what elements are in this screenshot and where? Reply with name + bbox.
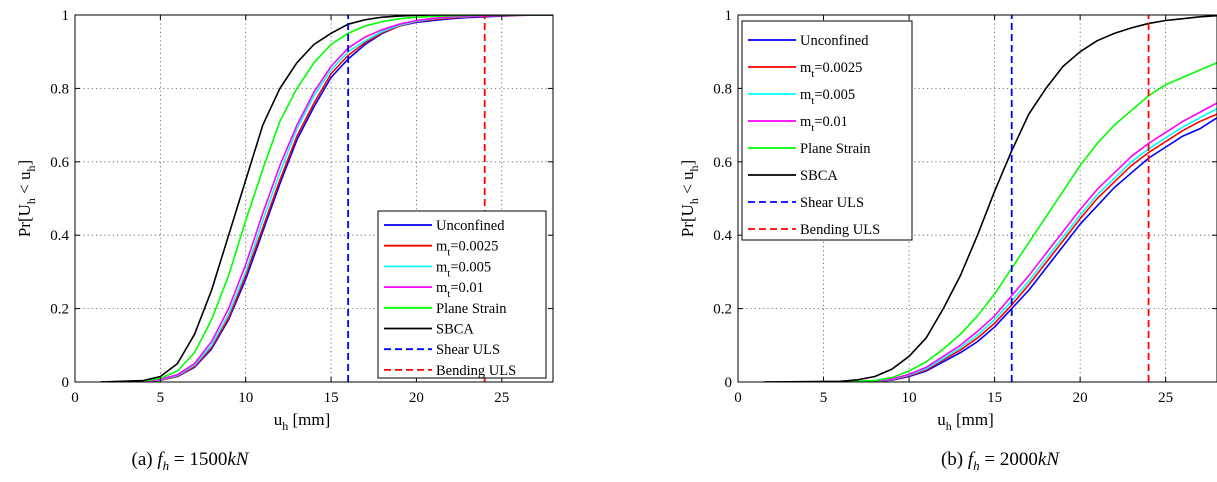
y-tick-label: 0.2 bbox=[713, 302, 732, 318]
legend-label-3: mt=0.01 bbox=[436, 280, 484, 300]
x-tick-label: 0 bbox=[734, 390, 742, 406]
x-axis-label: uh [mm] bbox=[274, 410, 331, 433]
series-line-3 bbox=[763, 102, 1217, 382]
legend-label-6: Shear ULS bbox=[800, 195, 864, 211]
legend-label-6: Shear ULS bbox=[436, 342, 500, 358]
series-group bbox=[763, 15, 1217, 382]
legend-label-2: mt=0.005 bbox=[800, 87, 855, 107]
x-tick-label: 25 bbox=[494, 390, 509, 406]
y-tick-label: 0 bbox=[725, 375, 733, 391]
y-tick-label: 0.8 bbox=[713, 81, 732, 97]
figure-caption: (b) fh = 2000kN bbox=[941, 449, 1060, 473]
x-tick-label: 15 bbox=[987, 390, 1002, 406]
axes-frame bbox=[737, 14, 1217, 383]
y-axis-label: Pr[Uh < uh] bbox=[15, 160, 38, 237]
x-tick-label: 25 bbox=[1158, 390, 1173, 406]
y-tick-label: 1 bbox=[725, 8, 733, 24]
chart-panel-b: 0 5 10 15 20 25 0 0.2 0.4 0.6 0.8 1 uh [mm] Pr[Uh < u… bbox=[678, 8, 1217, 473]
x-tick-label: 10 bbox=[902, 390, 917, 406]
legend: Unconfined mt=0.0025 mt=0.005 mt=0.01 Plane … bbox=[741, 20, 913, 241]
legend-label-7: Bending ULS bbox=[436, 363, 516, 379]
legend: Unconfined mt=0.0025mt=0.005mt=0.01Plane … bbox=[377, 210, 547, 379]
y-tick-label: 0.4 bbox=[50, 228, 69, 244]
y-tick-label: 0.8 bbox=[50, 81, 69, 97]
x-tick-label: 5 bbox=[157, 390, 165, 406]
y-tick-label: 0.6 bbox=[713, 155, 732, 171]
legend-label-0: Unconfined bbox=[800, 33, 869, 49]
legend-label-1: mt=0.0025 bbox=[436, 239, 498, 259]
x-tick-label: 20 bbox=[1073, 390, 1088, 406]
legend-box bbox=[377, 210, 547, 379]
series-line-4 bbox=[763, 61, 1217, 382]
legend-box bbox=[741, 20, 913, 241]
legend-label-2: mt=0.005 bbox=[436, 259, 491, 279]
x-tick-label: 5 bbox=[820, 390, 828, 406]
y-tick-label: 1 bbox=[62, 8, 70, 24]
legend-label-4: Plane Strain bbox=[800, 141, 871, 157]
legend-label-3: mt=0.01 bbox=[800, 114, 848, 134]
x-tick-label: 0 bbox=[71, 390, 79, 406]
y-tick-label: 0 bbox=[62, 375, 70, 391]
series-line-5 bbox=[100, 15, 553, 382]
series-line-5 bbox=[763, 15, 1217, 382]
legend-label-0: Unconfined bbox=[436, 218, 505, 234]
series-group bbox=[100, 15, 553, 382]
legend-label-1: mt=0.0025 bbox=[800, 60, 862, 80]
y-tick-label: 0.4 bbox=[713, 228, 732, 244]
x-tick-label: 20 bbox=[409, 390, 424, 406]
chart-panel-a: 0 5 10 15 20 25 0 0.2 0.4 0.6 0.8 1 uh [mm] Pr[Uh < u… bbox=[15, 8, 554, 473]
y-tick-label: 0.2 bbox=[50, 302, 69, 318]
figure-caption: (a) fh = 1500kN bbox=[132, 449, 250, 473]
legend-label-5: SBCA bbox=[800, 168, 838, 184]
y-tick-label: 0.6 bbox=[50, 155, 69, 171]
axes-frame bbox=[74, 14, 554, 383]
legend-label-4: Plane Strain bbox=[436, 301, 507, 317]
x-axis-label: uh [mm] bbox=[937, 410, 994, 433]
x-tick-label: 15 bbox=[324, 390, 339, 406]
x-tick-label: 10 bbox=[238, 390, 253, 406]
legend-label-7: Bending ULS bbox=[800, 222, 880, 238]
y-axis-label: Pr[Uh < uh] bbox=[678, 160, 701, 237]
legend-label-5: SBCA bbox=[436, 322, 474, 338]
